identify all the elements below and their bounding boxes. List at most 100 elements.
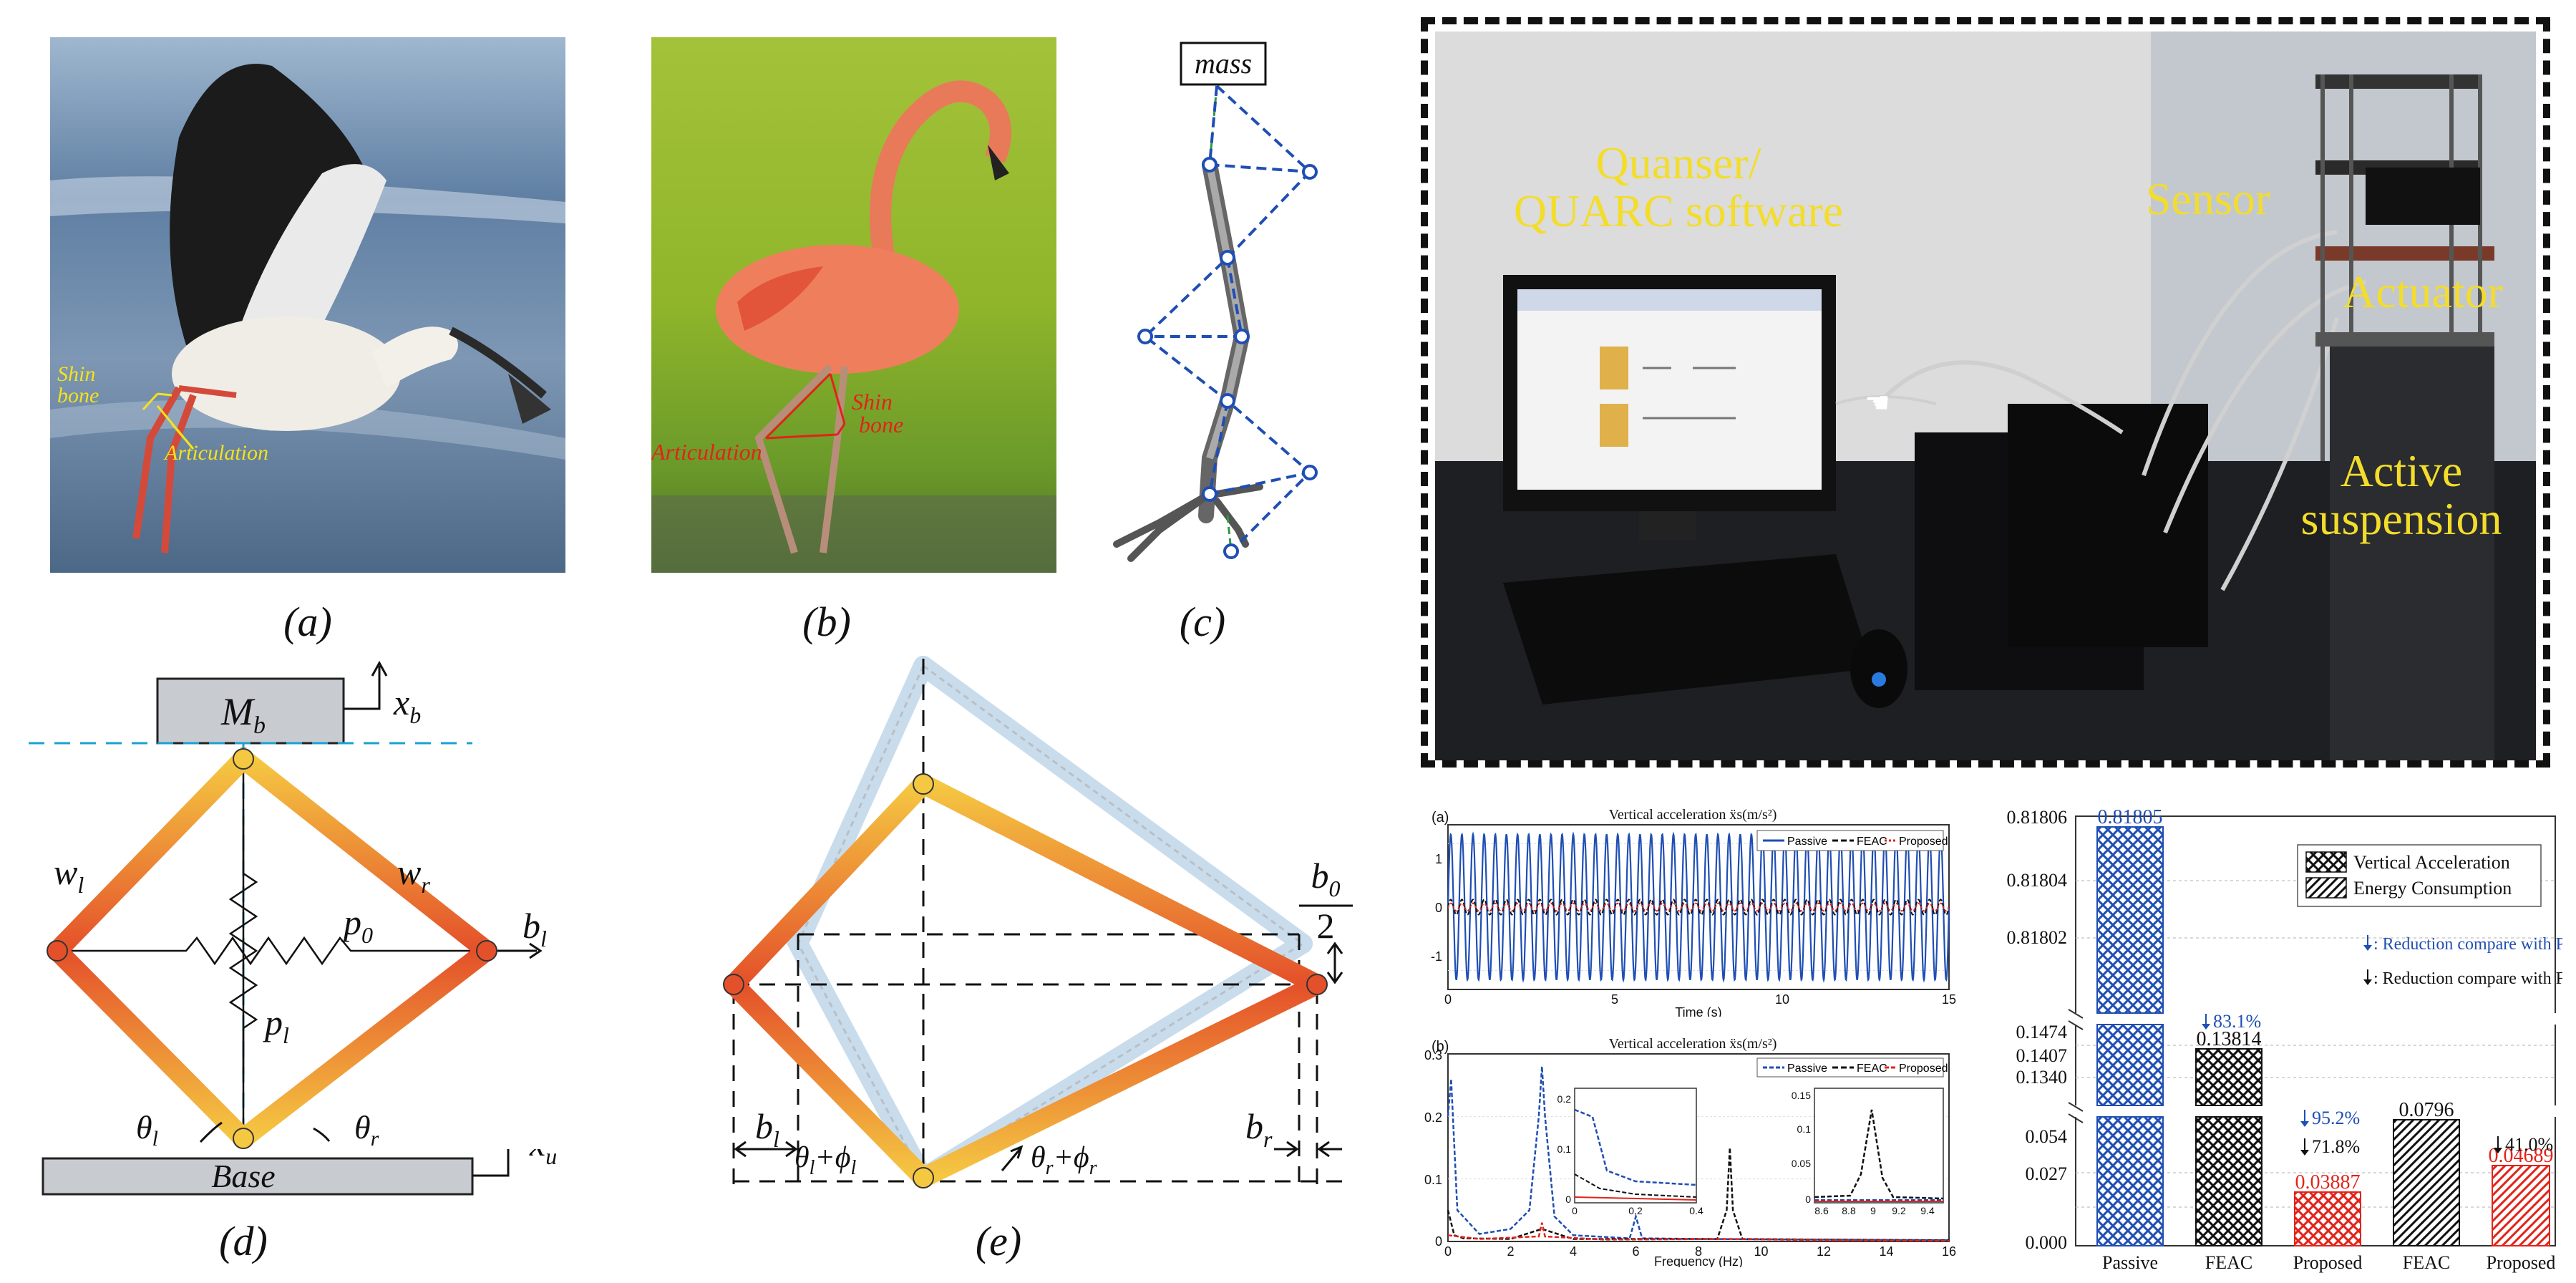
- freq-xtick-1: 2: [1507, 1244, 1514, 1259]
- bar-cat-1: FEAC: [2205, 1252, 2252, 1273]
- svg-text:θr+ϕr: θr+ϕr: [1031, 1141, 1097, 1179]
- svg-text:b0: b0: [1311, 856, 1341, 901]
- bar-ytick-top-0: 0.81806: [2007, 807, 2068, 828]
- freq-chart-panel-label: (b): [1432, 1039, 1449, 1055]
- wl-subscript: l: [74, 868, 80, 894]
- freq-ytick-0: 0.3: [1424, 1048, 1442, 1062]
- bar-ytick-mid-1: 0.1407: [2016, 1045, 2068, 1066]
- leg-schematic: mass: [1113, 42, 1318, 562]
- flamingo-photo: Shin bone Articulation: [651, 37, 1056, 573]
- svg-text:wl: wl: [50, 848, 80, 894]
- freq-ytick-1: 0.2: [1424, 1110, 1442, 1125]
- time-xtick-3: 15: [1942, 992, 1956, 1007]
- pl-label: p: [263, 999, 283, 1039]
- freq-xlabel: Frequency (Hz): [1654, 1254, 1743, 1267]
- flamingo-shin-label: Shin: [852, 389, 893, 415]
- freq-series-proposed: [1447, 1222, 1950, 1242]
- comparison-bar-chart: 0.81806 0.81804 0.81802 0.1474 0.1407 0.…: [2007, 806, 2563, 1273]
- p0-label: p: [341, 899, 361, 939]
- b0-denominator: 2: [1317, 906, 1335, 946]
- quanser-label: Quanser/ QUARC software: [1513, 137, 1844, 237]
- pl-subscript: l: [283, 1019, 289, 1045]
- freq-xticks: 0 2 4 6 8 10 12 14 16: [1444, 1244, 1956, 1259]
- stork-illustration: Shin bone Articulation: [50, 37, 565, 573]
- flamingo-bone-label: bone: [859, 412, 903, 437]
- e-thr-subscript: r: [1046, 1157, 1054, 1179]
- caption-b: (b): [802, 599, 851, 645]
- bar-ytick-low-2: 0.000: [2026, 1232, 2068, 1253]
- xu-subscript: u: [545, 1143, 557, 1169]
- pct-proposed-vs-feac: 71.8%: [2312, 1136, 2360, 1157]
- bar-cat-3: FEAC: [2403, 1252, 2450, 1273]
- bar-value-proposed: 0.03887: [2295, 1171, 2361, 1194]
- sensor-label: Sensor: [2145, 173, 2271, 224]
- bar-ytick-low-0: 0.054: [2026, 1126, 2068, 1147]
- active-suspension-label: Active suspension: [2300, 445, 2502, 545]
- bar-ytick-mid-2: 0.1340: [2016, 1067, 2068, 1088]
- stork-shin-label: Shin: [57, 362, 95, 386]
- svg-text:θl: θl: [136, 1102, 158, 1143]
- freq-ytick-3: 0: [1435, 1234, 1442, 1249]
- e-bl-label: b: [755, 1106, 773, 1146]
- xb-subscript: b: [409, 702, 421, 728]
- inset1-ytick-0: 0.2: [1557, 1093, 1572, 1105]
- note-reduction-passive: : Reduction compare with Passive: [2373, 935, 2562, 954]
- stork-photo: Shin bone Articulation: [50, 37, 565, 573]
- thr-subscript: r: [371, 1120, 379, 1143]
- bar-cat-2: Proposed: [2293, 1252, 2363, 1273]
- time-ytick-0: 1: [1435, 852, 1442, 866]
- bar-proposed: [2294, 1191, 2361, 1246]
- e-thl-subscript: l: [810, 1157, 815, 1179]
- time-chart-title: Vertical acceleration ẍs(m/s²): [1609, 807, 1777, 823]
- freq-series-passive: [1447, 1066, 1950, 1241]
- e-phl-label: +ϕ: [815, 1141, 850, 1174]
- time-xtick-0: 0: [1444, 992, 1452, 1007]
- e-br-subscript: r: [1263, 1126, 1273, 1152]
- thr-label: θ: [354, 1102, 371, 1138]
- bar-value-feac: 0.13814: [2197, 1028, 2262, 1050]
- freq-inset-high: 0.15 0.1 0.05 0 8.6 8.8 9 9.2 9.4: [1792, 1088, 1944, 1216]
- time-legend: Passive FEAC Proposed: [1756, 830, 1948, 851]
- inset2-xtick-4: 9.4: [1920, 1205, 1935, 1216]
- bar-ytick-top-1: 0.81804: [2007, 870, 2068, 891]
- setup-frame: Quanser/ QUARC software Sensor Actuator …: [1421, 17, 2550, 768]
- bar-ytick-mid-0: 0.1474: [2016, 1022, 2068, 1042]
- e-br-label: b: [1245, 1106, 1263, 1146]
- time-chart-panel-label: (a): [1432, 810, 1449, 826]
- svg-text:br: br: [1245, 1106, 1273, 1152]
- mass-box: [1180, 42, 1267, 86]
- time-legend-feac: FEAC: [1857, 836, 1887, 848]
- e-phr-subscript: r: [1089, 1157, 1097, 1179]
- bar-proposed-energy: [2492, 1165, 2550, 1246]
- e-bl-subscript: l: [773, 1126, 779, 1152]
- svg-text:θl+ϕl: θl+ϕl: [794, 1141, 857, 1179]
- deformation-diagram: b0 2 bl br θl+ϕl θr+ϕr: [723, 656, 1353, 1188]
- pct-feac-vs-passive: 83.1%: [2213, 1011, 2261, 1032]
- freq-xtick-0: 0: [1444, 1244, 1452, 1259]
- x-structure-diagram: Mb xb p0 pl wl wr Base xu θl θr: [29, 660, 573, 1196]
- bar-ytick-low-1: 0.027: [2026, 1163, 2068, 1184]
- inset1-ytick-2: 0: [1565, 1194, 1571, 1205]
- flamingo-illustration: Shin bone Articulation: [651, 37, 1056, 573]
- svg-text:θr: θr: [354, 1102, 379, 1143]
- bar-ytick-top-2: 0.81802: [2007, 927, 2068, 948]
- inset2-xtick-2: 9: [1870, 1205, 1876, 1216]
- e-phr-label: +ϕ: [1054, 1141, 1089, 1174]
- freq-legend-feac: FEAC: [1857, 1062, 1887, 1075]
- freq-inset-low: 0.2 0.1 0 0 0.2 0.4: [1557, 1088, 1703, 1216]
- freq-legend: Passive FEAC Proposed: [1756, 1057, 1948, 1078]
- b0-label: b: [1311, 856, 1329, 896]
- xb-label: x: [393, 682, 409, 722]
- svg-text:xu: xu: [529, 1123, 557, 1169]
- freq-xtick-3: 6: [1632, 1244, 1639, 1259]
- caption-d: (d): [219, 1218, 268, 1264]
- freq-xtick-7: 14: [1879, 1244, 1893, 1259]
- caption-e: (e): [975, 1218, 1022, 1264]
- pct-proposed-vs-passive: 95.2%: [2312, 1108, 2360, 1128]
- pointer-cursor-icon: ☚: [1865, 387, 1890, 419]
- p0-subscript: 0: [361, 919, 373, 944]
- inset2-xtick-1: 8.8: [1842, 1205, 1856, 1216]
- caption-a: (a): [283, 599, 332, 645]
- wr-label: w: [523, 848, 546, 889]
- svg-text:bl: bl: [755, 1106, 779, 1152]
